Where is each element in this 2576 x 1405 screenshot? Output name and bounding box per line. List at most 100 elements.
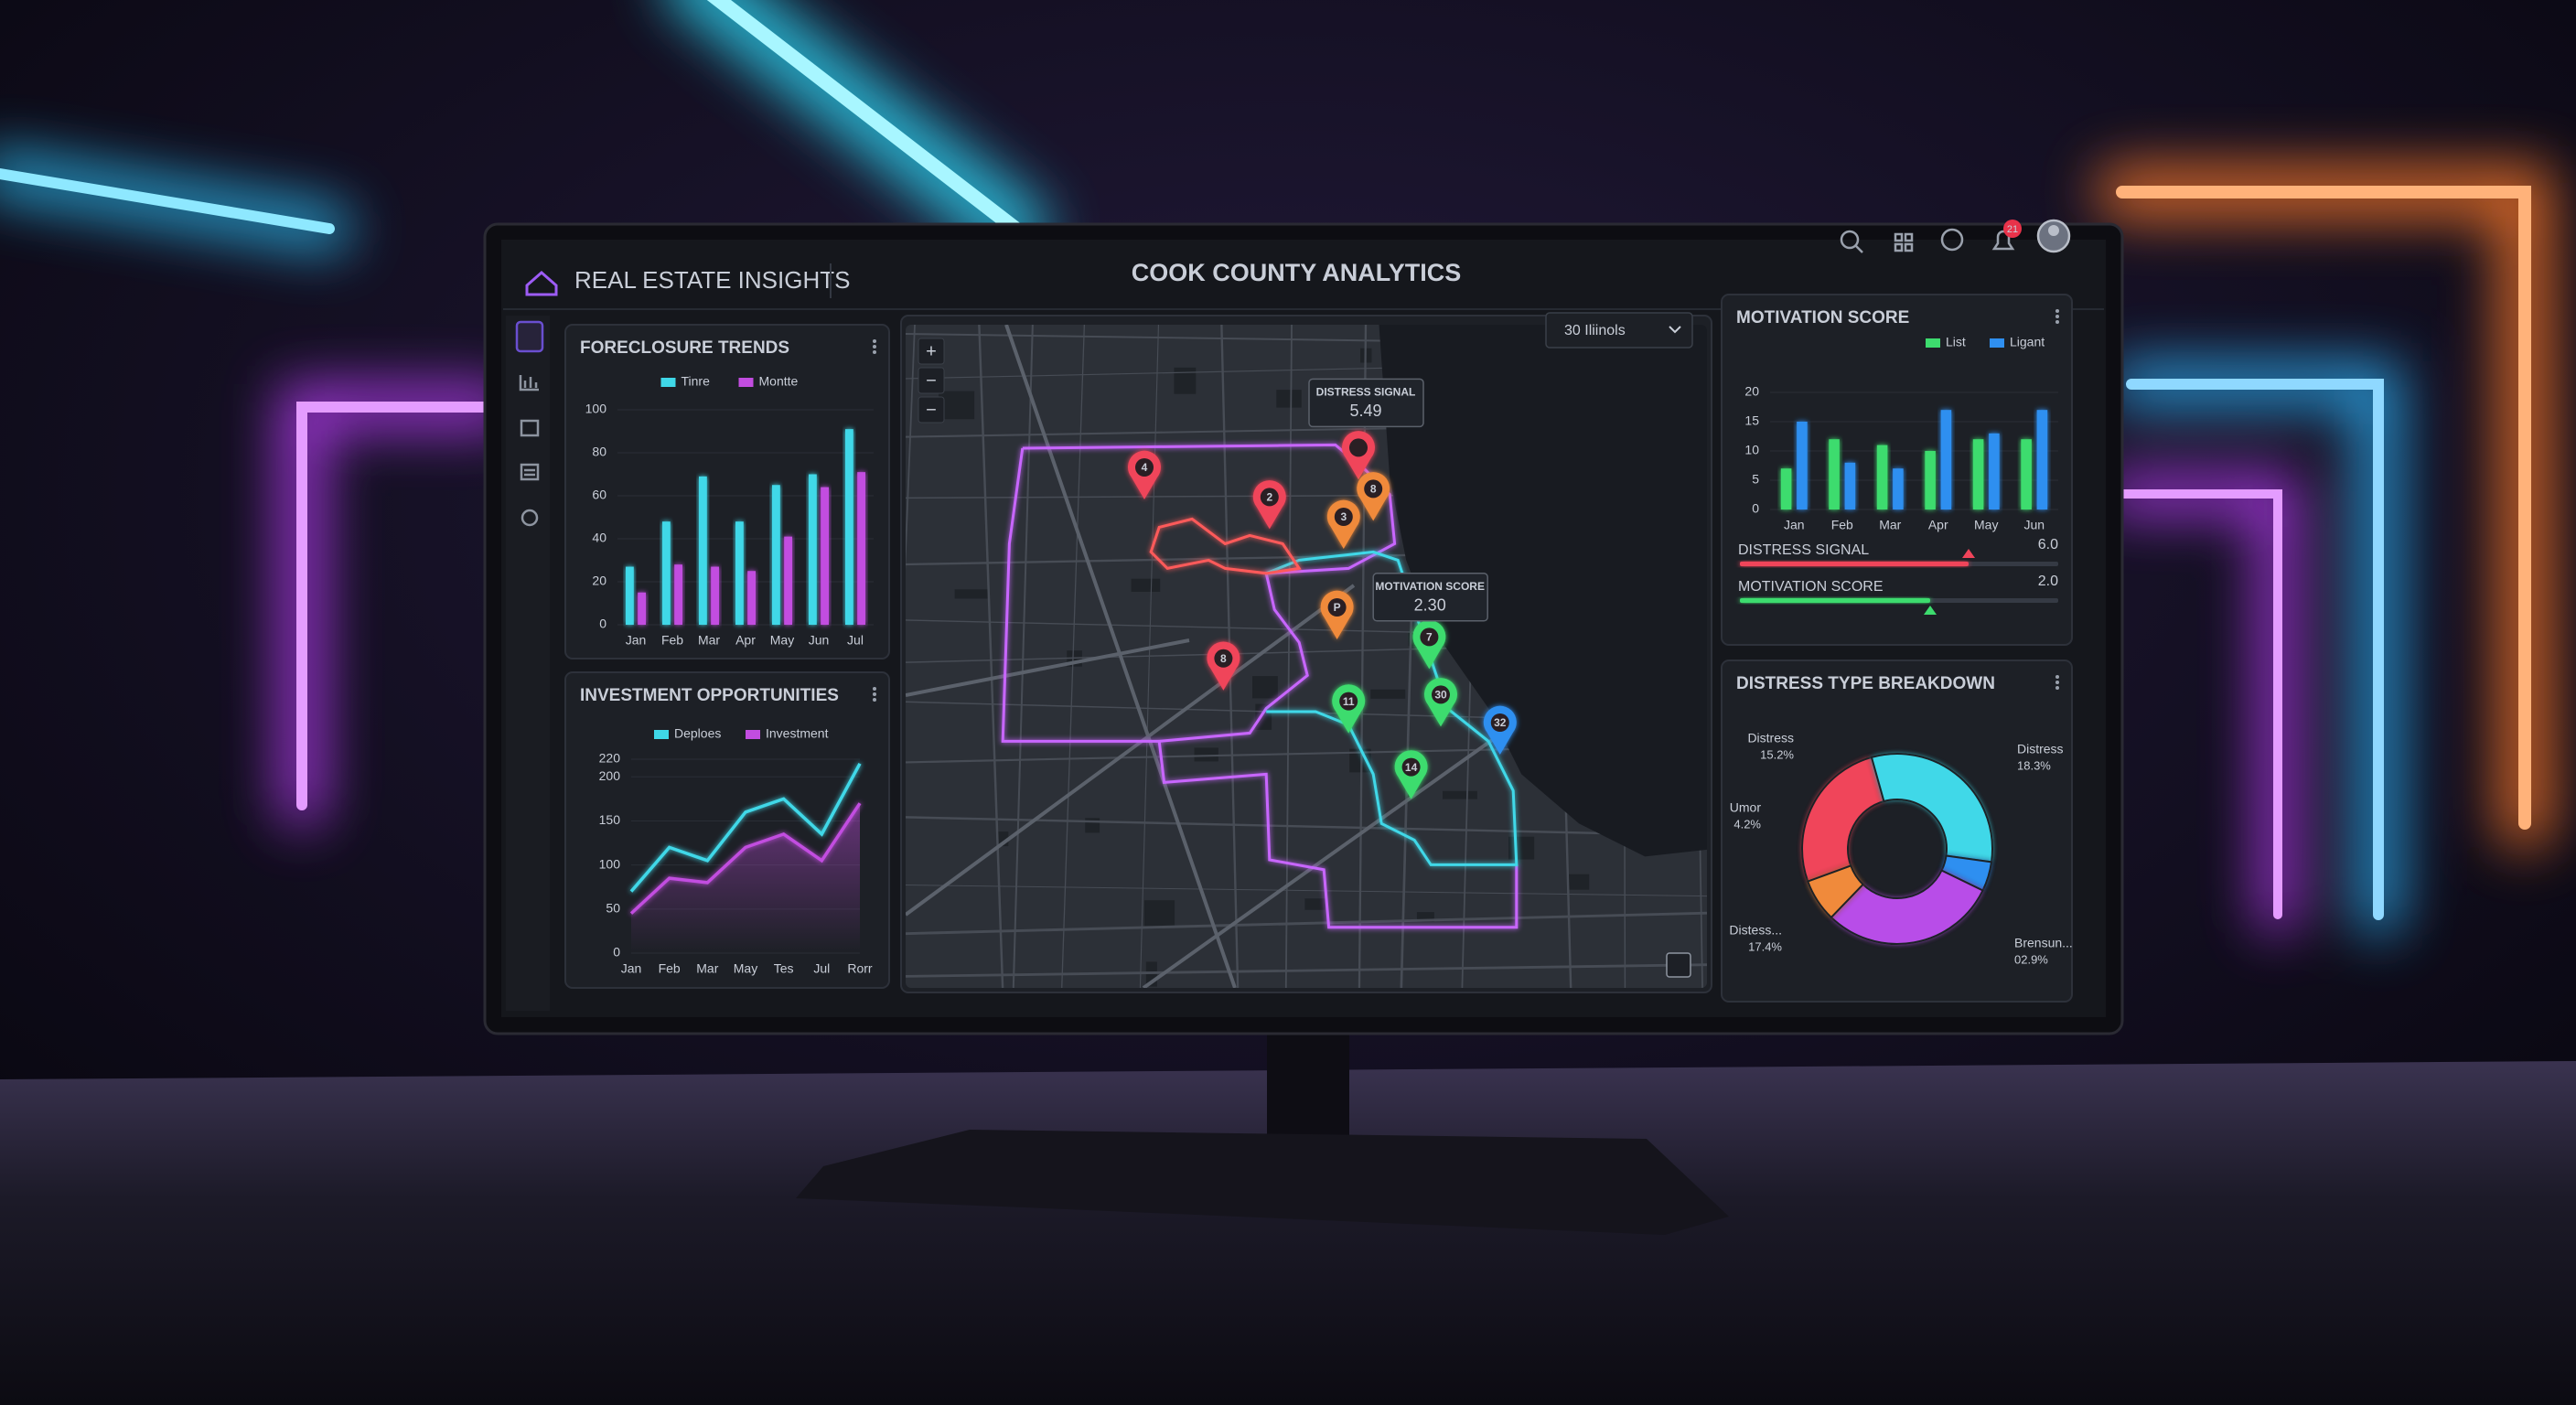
- menu-dot[interactable]: [873, 345, 876, 349]
- map-park: [1370, 689, 1406, 699]
- map-park: [1131, 578, 1161, 593]
- menu-dot[interactable]: [2055, 675, 2059, 679]
- desk: [0, 1061, 2576, 1405]
- pin-center: [1260, 488, 1279, 507]
- map-highway: [1142, 693, 1557, 988]
- map-road: [906, 963, 1707, 978]
- avatar[interactable]: [2036, 219, 2071, 253]
- slider-value: 2.0: [2038, 574, 2058, 589]
- pin-center: [1349, 438, 1368, 457]
- x-tick-label: May: [734, 961, 757, 976]
- zoom-button[interactable]: [918, 396, 945, 424]
- nav-list[interactable]: [520, 463, 540, 481]
- area-fill: [631, 803, 860, 953]
- bar: [1989, 433, 2000, 509]
- x-tick-label: Jan: [1784, 518, 1805, 532]
- pin-center: [1490, 713, 1509, 732]
- slice-name: Distess...: [1729, 923, 1782, 938]
- legend-label: Tinre: [682, 374, 711, 389]
- slider-fill: [1740, 598, 1930, 603]
- map-highway: [906, 584, 1356, 917]
- donut-slice: [1806, 864, 1864, 919]
- y-tick-label: 20: [592, 574, 606, 588]
- bar: [821, 487, 829, 625]
- slider-fill: [1740, 562, 1969, 566]
- boundary-red: [1149, 517, 1302, 575]
- map-park: [1174, 367, 1197, 394]
- zoom-button[interactable]: [918, 367, 945, 394]
- map-park: [1252, 676, 1278, 699]
- x-tick-label: Apr: [1928, 518, 1948, 532]
- legend-swatch: [654, 730, 669, 739]
- home-icon[interactable]: [525, 271, 558, 296]
- zoom-label: −: [926, 370, 937, 391]
- y-tick-label: 0: [1752, 501, 1759, 516]
- x-tick-label: Apr: [735, 633, 756, 648]
- nav-reports[interactable]: [520, 419, 540, 437]
- x-tick-label: Jan: [621, 961, 642, 976]
- nav-dashboard[interactable]: [515, 320, 544, 353]
- menu-dot[interactable]: [2055, 315, 2059, 318]
- slice-value: 17.4%: [1748, 939, 1782, 953]
- dashboard: REAL ESTATE INSIGHTS COOK COUNTY ANALYTI…: [503, 219, 2104, 1011]
- map-park: [1276, 390, 1302, 408]
- panel-title: DISTRESS TYPE BREAKDOWN: [1736, 674, 1995, 693]
- pin-label: 14: [1405, 761, 1418, 774]
- search-icon[interactable]: [1840, 230, 1863, 253]
- bar: [626, 566, 634, 625]
- zoom-label: −: [926, 400, 937, 420]
- slice-value: 02.9%: [2014, 952, 2048, 966]
- pin-label: 8: [1220, 652, 1227, 665]
- menu-dot[interactable]: [873, 687, 876, 691]
- map: [906, 325, 1707, 988]
- map-park: [998, 831, 1009, 847]
- y-tick-label: 15: [1744, 413, 1759, 428]
- bar: [638, 592, 646, 625]
- menu-dot[interactable]: [2055, 320, 2059, 324]
- line: [629, 802, 862, 915]
- menu-dot[interactable]: [873, 339, 876, 343]
- map-park: [1443, 790, 1477, 799]
- fullscreen-button[interactable]: [1666, 952, 1691, 978]
- menu-dot[interactable]: [873, 692, 876, 696]
- legend-swatch: [660, 378, 676, 387]
- region-select[interactable]: [1545, 312, 1693, 349]
- menu-dot[interactable]: [873, 698, 876, 702]
- x-tick-label: Tes: [774, 961, 794, 976]
- nav-analytics[interactable]: [519, 375, 539, 391]
- menu-dot[interactable]: [2055, 309, 2059, 313]
- x-tick-label: Jun: [809, 633, 830, 648]
- pin-center: [1214, 649, 1233, 668]
- menu-dot[interactable]: [2055, 686, 2059, 690]
- bar: [784, 536, 792, 625]
- nav-settings[interactable]: [521, 509, 539, 527]
- help-icon[interactable]: [1940, 228, 1964, 252]
- apps-icon[interactable]: [1894, 232, 1914, 252]
- pin-center: [1334, 508, 1353, 526]
- pin-label: P: [1334, 601, 1341, 614]
- zoom-button[interactable]: [918, 338, 945, 365]
- menu-dot[interactable]: [2055, 681, 2059, 684]
- legend-swatch: [1990, 338, 2004, 348]
- bar: [1925, 451, 1936, 509]
- legend-swatch: [746, 730, 760, 739]
- donut-slice: [1801, 756, 1885, 883]
- menu-dot[interactable]: [873, 350, 876, 354]
- slice-name: Distress: [1747, 731, 1794, 745]
- bar: [1876, 445, 1888, 509]
- x-tick-label: May: [1974, 518, 1998, 532]
- pin-label: 2: [1266, 491, 1272, 504]
- x-tick-label: Jul: [847, 633, 864, 648]
- y-tick-label: 40: [592, 531, 606, 545]
- x-tick-label: Feb: [659, 961, 681, 976]
- notification-badge: [2003, 220, 2022, 238]
- tooltip-value: 5.49: [1349, 402, 1381, 420]
- pin-label: 4: [1142, 461, 1148, 474]
- pin-label: 7: [1426, 631, 1433, 644]
- slider-handle[interactable]: [1924, 606, 1937, 615]
- slider-handle[interactable]: [1962, 549, 1975, 558]
- bar: [772, 485, 780, 625]
- legend-swatch: [738, 378, 754, 387]
- donut-slice: [1870, 753, 1993, 863]
- x-tick-label: Feb: [1831, 518, 1853, 532]
